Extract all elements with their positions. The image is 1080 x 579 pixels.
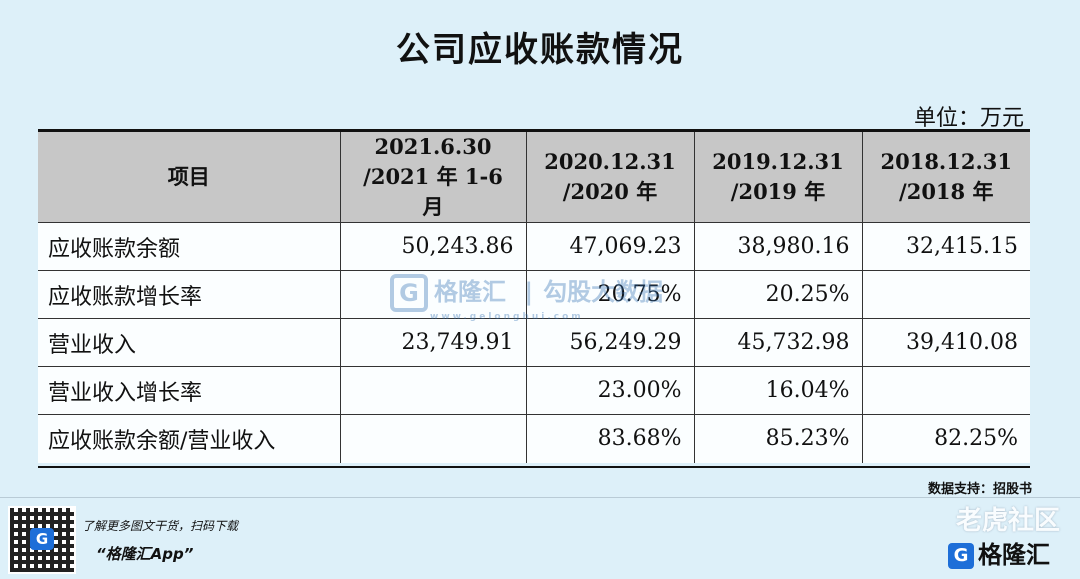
table-cell: 82.25% <box>861 414 1030 463</box>
header-col-line2: /2020 年 <box>562 179 658 204</box>
table-cell: 32,415.15 <box>861 222 1030 271</box>
brand-logo-icon: G <box>948 543 974 569</box>
data-source: 数据支持：招股书 <box>927 482 1032 497</box>
table-cell: 56,249.29 <box>525 318 694 367</box>
qr-logo-icon: G <box>30 528 54 550</box>
row-label: 营业收入增长率 <box>38 366 340 415</box>
header-col-2019: 2019.12.31 /2019 年 <box>693 132 862 223</box>
table-cell: 45,732.98 <box>693 318 862 367</box>
table-cell: 20.75% <box>525 270 694 319</box>
table-cell <box>339 366 526 415</box>
page-title: 公司应收账款情况 <box>396 30 684 70</box>
footer-promo-text: 了解更多图文干货，扫码下载 <box>82 519 239 533</box>
table-cell: 23,749.91 <box>339 318 526 367</box>
header-item: 项目 <box>38 132 340 223</box>
table-cell: 20.25% <box>693 270 862 319</box>
header-col-2021h1: 2021.6.30 /2021 年 1-6 月 <box>339 132 526 223</box>
row-label: 应收账款余额/营业收入 <box>38 414 340 463</box>
table-row: 营业收入 23,749.91 56,249.29 45,732.98 39,41… <box>38 318 1030 367</box>
table-row: 应收账款增长率 20.75% 20.25% <box>38 270 1030 319</box>
row-label: 应收账款余额 <box>38 222 340 271</box>
watermark-url: www.gelonghui.com <box>430 312 584 322</box>
header-col-line1: 2021.6.30 <box>374 134 492 159</box>
footer-divider <box>0 497 1080 498</box>
row-label: 应收账款增长率 <box>38 270 340 319</box>
table-cell: 47,069.23 <box>525 222 694 271</box>
table-cell: 38,980.16 <box>693 222 862 271</box>
table-top-rule <box>38 129 1030 132</box>
header-col-2018: 2018.12.31 /2018 年 <box>861 132 1030 223</box>
table-row: 应收账款余额 50,243.86 47,069.23 38,980.16 32,… <box>38 222 1030 271</box>
header-col-line1: 2019.12.31 <box>712 149 844 174</box>
table-cell <box>339 270 526 319</box>
table-cell: 23.00% <box>525 366 694 415</box>
header-col-line2: /2018 年 <box>899 179 994 204</box>
header-col-2020: 2020.12.31 /2020 年 <box>525 132 694 223</box>
watermark-brand: 格隆汇 <box>434 278 506 306</box>
watermark-center: G 格隆汇 | 勾股大数据 www.gelonghui.com <box>390 272 663 322</box>
watermark-separator: | <box>524 278 534 306</box>
table-row: 营业收入增长率 23.00% 16.04% <box>38 366 1030 415</box>
table-cell <box>861 270 1030 319</box>
table-bottom-rule <box>38 465 1030 468</box>
header-col-line2: /2019 年 <box>730 179 826 204</box>
table-cell: 83.68% <box>525 414 694 463</box>
header-col-line1: 2018.12.31 <box>880 149 1013 174</box>
table-cell <box>861 366 1030 415</box>
table-cell: 50,243.86 <box>339 222 526 271</box>
header-col-line1: 2020.12.31 <box>544 149 676 174</box>
watermark-right-logo: G 格隆汇 <box>948 535 1050 570</box>
table-cell: 16.04% <box>693 366 862 415</box>
table-cell <box>339 414 526 463</box>
row-label: 营业收入 <box>38 318 340 367</box>
table-cell: 39,410.08 <box>861 318 1030 367</box>
header-col-line2: /2021 年 1-6 月 <box>363 164 503 219</box>
brand-logo-icon: G <box>390 274 428 312</box>
watermark-slogan: 勾股大数据 <box>543 278 664 306</box>
receivables-table: 项目 2021.6.30 /2021 年 1-6 月 2020.12.31 /2… <box>38 129 1030 468</box>
watermark-right-bottom: 格隆汇 <box>978 541 1050 569</box>
watermark-right-top: 老虎社区 <box>955 506 1060 536</box>
table-row: 应收账款余额/营业收入 83.68% 85.23% 82.25% <box>38 414 1030 463</box>
table-header-row: 项目 2021.6.30 /2021 年 1-6 月 2020.12.31 /2… <box>38 132 1030 223</box>
unit-label: 单位：万元 <box>913 106 1024 131</box>
table-cell: 85.23% <box>693 414 862 463</box>
footer-app-name: “格隆汇App” <box>96 545 194 563</box>
